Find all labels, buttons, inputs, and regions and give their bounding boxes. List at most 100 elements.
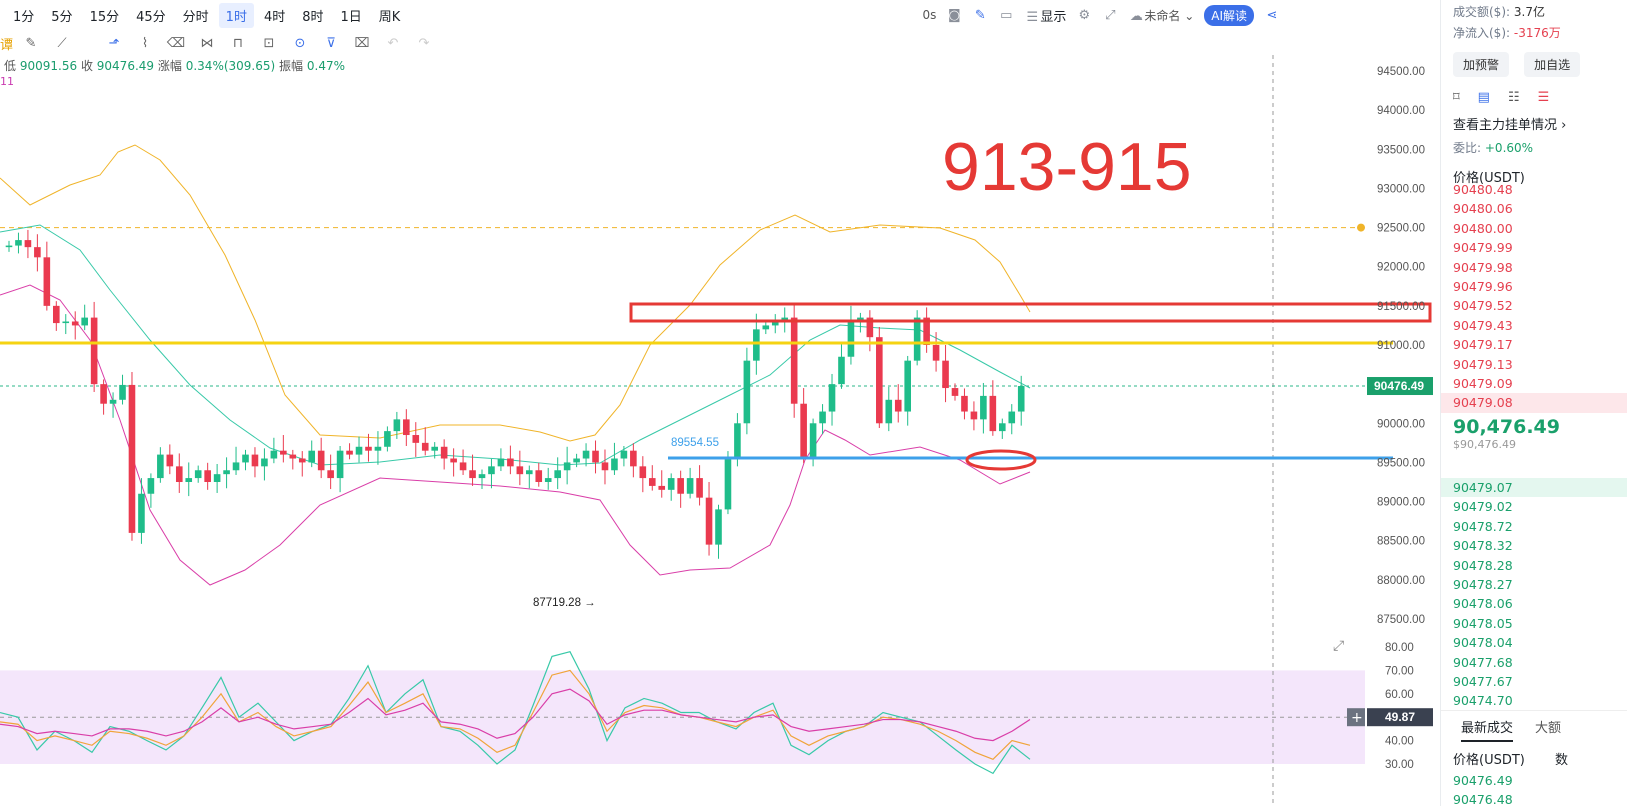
- candle-body: [611, 458, 618, 471]
- candle-body: [677, 478, 684, 494]
- bid-row[interactable]: 90478.27: [1453, 576, 1513, 592]
- low-marker-label: 87719.28 →: [533, 597, 596, 609]
- timeframe-3[interactable]: 45分: [136, 9, 166, 25]
- magnet-icon[interactable]: ⊙: [294, 35, 306, 51]
- redo-icon[interactable]: ↷: [418, 35, 430, 51]
- last-price: 90,476.49: [1453, 416, 1560, 438]
- annotation-icon[interactable]: ▭: [1000, 7, 1013, 23]
- crosshair-plus-button: [1347, 708, 1365, 727]
- candle-body: [507, 458, 514, 467]
- bid-row[interactable]: 90474.70: [1453, 693, 1513, 709]
- bid-row[interactable]: 90477.67: [1453, 673, 1513, 689]
- candle-body: [544, 478, 552, 482]
- layout-dropdown[interactable]: ☁ 未命名 ⌄: [1129, 8, 1195, 24]
- main-orders-link[interactable]: 查看主力挂单情况 ›: [1453, 118, 1567, 133]
- ask-row[interactable]: 90479.09: [1453, 375, 1513, 391]
- drawing-tool-fragment-icon[interactable]: 谭: [0, 37, 14, 53]
- trash-icon[interactable]: ⌧: [354, 35, 370, 51]
- bid-row[interactable]: 90478.28: [1453, 557, 1513, 573]
- edit-icon[interactable]: ✎: [25, 35, 37, 51]
- ask-row[interactable]: 90480.48: [1453, 182, 1513, 197]
- bid-row[interactable]: 90478.05: [1453, 615, 1513, 631]
- candle-body: [573, 458, 580, 463]
- ask-row[interactable]: 90479.17: [1453, 337, 1513, 353]
- timeframe-9[interactable]: 周K: [378, 9, 401, 25]
- filter-icon[interactable]: ⊽: [326, 35, 336, 51]
- candle-body: [204, 470, 211, 482]
- pattern-icon[interactable]: ⋈: [200, 35, 214, 51]
- ai-analysis-button[interactable]: AI解读: [1204, 4, 1254, 26]
- expand-icon: ⤢: [1333, 638, 1344, 654]
- lock-icon[interactable]: ⊓: [232, 35, 244, 51]
- countdown: 0s: [922, 8, 937, 22]
- candle-body: [942, 360, 949, 389]
- timeframe-0[interactable]: 1分: [13, 9, 35, 25]
- candle-body: [459, 462, 467, 471]
- candle-body: [119, 384, 126, 400]
- settings-icon[interactable]: ⚙: [1078, 7, 1091, 23]
- tab-latest-trades[interactable]: 最新成交: [1461, 717, 1514, 742]
- ask-row[interactable]: 90480.06: [1453, 201, 1513, 217]
- main-orders-label: 查看主力挂单情况: [1453, 118, 1558, 133]
- trendline-icon[interactable]: ⬏: [108, 35, 120, 51]
- undo-icon[interactable]: ↶: [387, 35, 399, 51]
- candle-body: [53, 305, 60, 324]
- bid-row[interactable]: 90478.32: [1453, 538, 1513, 554]
- candle-body: [857, 317, 864, 322]
- bid-row[interactable]: 90477.68: [1453, 654, 1513, 670]
- timeframe-8[interactable]: 1日: [340, 9, 362, 25]
- toolbar-right: 0s ◙ ✎ ▭ ☰ 显示 ⚙ ⤢ ☁ 未命名 ⌄ AI解读 ⋖: [922, 0, 1280, 30]
- bid-row[interactable]: 90478.06: [1453, 596, 1513, 612]
- timeframe-7[interactable]: 8时: [302, 9, 324, 25]
- price-chart[interactable]: 94500.00 94000.00 93500.00 93000.00 92500.00…: [0, 0, 1440, 806]
- bid-row[interactable]: 90479.07: [1441, 478, 1627, 498]
- fullscreen-icon[interactable]: ⤢: [1105, 7, 1116, 23]
- trade-row[interactable]: 90476.48: [1453, 792, 1513, 806]
- orderbook-bids-icon[interactable]: ☷: [1507, 90, 1520, 105]
- tab-large-trades[interactable]: 大额: [1535, 721, 1562, 736]
- bid-row[interactable]: 90478.72: [1453, 518, 1513, 534]
- template-icon[interactable]: ⊡: [263, 35, 275, 51]
- timeframe-2[interactable]: 15分: [89, 9, 120, 25]
- indicator-label: 11: [0, 75, 14, 88]
- ruler-icon[interactable]: ⌇: [141, 35, 149, 51]
- camera-icon[interactable]: ◙: [948, 7, 961, 23]
- pen-icon[interactable]: ✎: [974, 7, 986, 23]
- bid-row[interactable]: 90478.04: [1453, 635, 1513, 651]
- timeframe-6[interactable]: 4时: [263, 9, 286, 25]
- bid-row[interactable]: 90479.02: [1453, 499, 1513, 515]
- sidebar-actions: 加预警 加自选: [1453, 52, 1590, 77]
- brush-icon[interactable]: ⟋: [57, 35, 67, 51]
- orderbook-both-icon[interactable]: ▤: [1477, 90, 1490, 105]
- candle-body: [658, 485, 666, 490]
- share-icon[interactable]: ⋖: [1266, 7, 1278, 23]
- ask-row[interactable]: 90480.00: [1453, 220, 1513, 236]
- trade-row[interactable]: 90476.49: [1453, 773, 1513, 788]
- bookmark-icon[interactable]: ⌑: [1453, 90, 1460, 105]
- timeframe-4[interactable]: 分时: [182, 9, 209, 25]
- candle-body: [639, 466, 647, 479]
- add-alert-button[interactable]: 加预警: [1453, 52, 1510, 77]
- candle-body: [923, 317, 930, 345]
- price-tick-label: 91000.00: [1377, 340, 1425, 352]
- ask-row[interactable]: 90479.52: [1453, 298, 1513, 314]
- ohlc-info: 低 90091.56 收 90476.49 涨幅 0.34%(309.65) 振…: [4, 57, 345, 74]
- timeframe-5[interactable]: 1时: [218, 2, 254, 28]
- display-button[interactable]: ☰ 显示: [1024, 6, 1067, 25]
- ask-row[interactable]: 90479.13: [1453, 356, 1513, 372]
- timeframe-1[interactable]: 5分: [51, 9, 73, 25]
- add-watchlist-button[interactable]: 加自选: [1524, 52, 1581, 77]
- alert-dot: [1357, 223, 1365, 232]
- low-value: 90091.56: [19, 59, 78, 73]
- candle-body: [1008, 411, 1016, 424]
- ask-row[interactable]: 90479.96: [1453, 278, 1513, 294]
- candle-body: [346, 450, 353, 455]
- ask-row[interactable]: 90479.08: [1441, 393, 1627, 413]
- orderbook-asks-icon[interactable]: ☰: [1537, 90, 1550, 105]
- eraser-icon[interactable]: ⌫: [166, 35, 186, 51]
- ask-row[interactable]: 90479.99: [1453, 240, 1513, 256]
- ask-row[interactable]: 90479.43: [1453, 317, 1513, 333]
- ask-row[interactable]: 90479.98: [1453, 259, 1513, 275]
- netflow-label: 净流入($):: [1453, 26, 1511, 40]
- candle-body: [384, 431, 391, 447]
